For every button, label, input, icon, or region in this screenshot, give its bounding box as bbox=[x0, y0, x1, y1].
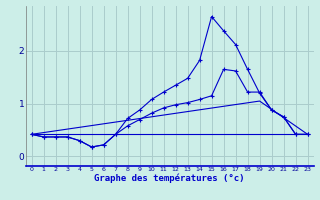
X-axis label: Graphe des températures (°c): Graphe des températures (°c) bbox=[94, 174, 245, 183]
